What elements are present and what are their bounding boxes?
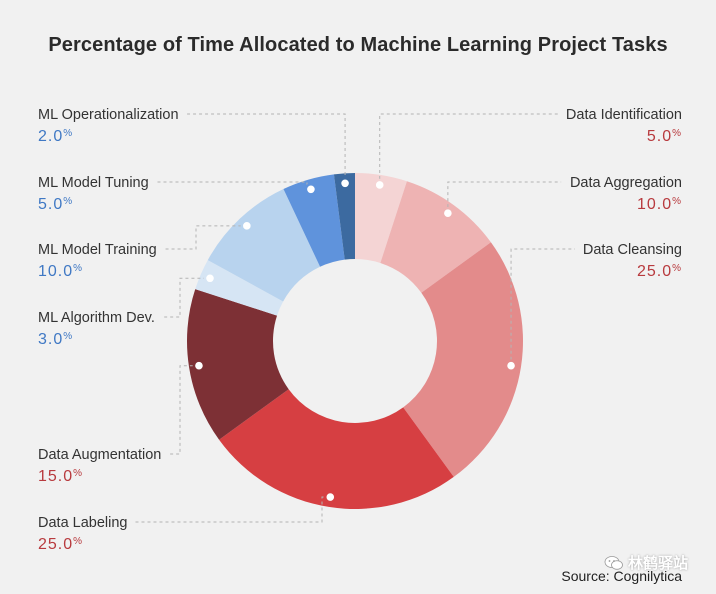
slice-data-cleansing	[403, 242, 523, 477]
slice-value-data-augmentation: 15.0%	[38, 468, 83, 485]
leader-line-ml-algorithm-dev	[164, 277, 210, 318]
slice-value-data-cleansing: 25.0%	[637, 263, 682, 280]
slice-label-ml-algorithm-dev: ML Algorithm Dev.	[38, 310, 155, 326]
leader-line-data-augmentation	[170, 365, 199, 455]
wechat-icon	[604, 555, 623, 570]
slice-label-ml-model-tuning: ML Model Tuning	[38, 175, 149, 191]
marker-data-identification	[373, 178, 386, 192]
marker-ml-algorithm-dev	[203, 272, 217, 285]
marker-ml-operationalization	[338, 177, 352, 190]
marker-data-cleansing	[504, 359, 518, 372]
leader-line-data-cleansing	[510, 248, 575, 366]
slice-label-data-augmentation: Data Augmentation	[38, 447, 161, 463]
watermark-text: 林鹤驿站	[628, 555, 689, 572]
slice-label-data-aggregation: Data Aggregation	[570, 175, 682, 191]
slice-value-ml-model-training: 10.0%	[38, 263, 83, 280]
markers-layer	[192, 177, 518, 504]
slice-data-augmentation	[187, 289, 289, 440]
slice-label-data-labeling: Data Labeling	[38, 515, 128, 531]
slice-value-data-identification: 5.0%	[647, 128, 682, 145]
slice-value-data-labeling: 25.0%	[38, 536, 83, 553]
leader-line-ml-operationalization	[187, 113, 346, 184]
watermark: 林鹤驿站	[604, 552, 688, 573]
slices-layer	[187, 173, 523, 510]
slice-ml-algorithm-dev	[195, 260, 284, 316]
marker-data-augmentation	[192, 359, 206, 372]
leader-line-data-labeling	[135, 496, 331, 523]
slice-value-ml-operationalization: 2.0%	[38, 128, 73, 145]
marker-data-aggregation	[441, 206, 455, 220]
leader-line-ml-model-training	[165, 225, 247, 250]
leaders-layer	[135, 113, 575, 523]
slice-ml-model-training	[207, 188, 321, 302]
slice-value-ml-algorithm-dev: 3.0%	[38, 331, 73, 348]
leader-line-data-identification	[379, 113, 558, 185]
slice-value-ml-model-tuning: 5.0%	[38, 196, 73, 213]
marker-data-labeling	[324, 490, 337, 504]
labels-layer: Data Identification 5.0% Data Aggregation 1…	[38, 107, 682, 553]
source-note: Source: Cognilytica	[561, 568, 682, 584]
marker-ml-model-training	[240, 219, 254, 233]
chart-title: Percentage of Time Allocated to Machine …	[48, 34, 668, 56]
slice-label-data-identification: Data Identification	[566, 107, 682, 123]
slice-label-ml-operationalization: ML Operationalization	[38, 107, 179, 123]
slice-label-ml-model-training: ML Model Training	[38, 242, 157, 258]
slice-ml-model-tuning	[283, 174, 345, 267]
slice-label-data-cleansing: Data Cleansing	[583, 242, 682, 258]
slice-value-data-aggregation: 10.0%	[637, 196, 682, 213]
slice-ml-operationalization	[333, 173, 355, 260]
slice-data-labeling	[219, 389, 454, 510]
leader-line-data-aggregation	[447, 181, 562, 214]
marker-ml-model-tuning	[304, 183, 318, 196]
slice-data-identification	[355, 173, 407, 264]
slice-data-aggregation	[380, 181, 491, 293]
